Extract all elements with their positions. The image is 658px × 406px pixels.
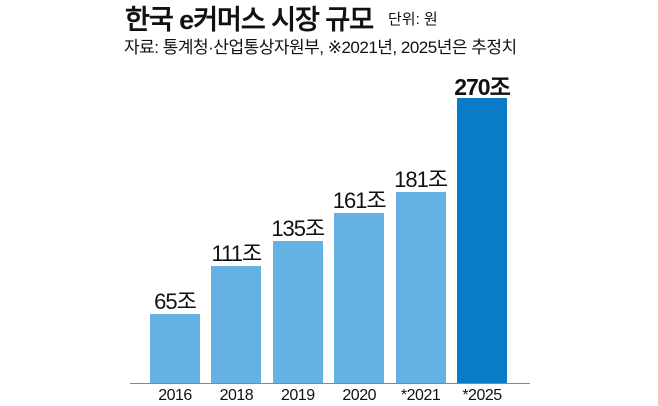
bar-value-label: 135조	[271, 215, 325, 241]
x-tick-label: 2016	[158, 387, 192, 404]
bar-2016	[150, 314, 200, 383]
bar-value-label: 65조	[154, 289, 197, 315]
bar-2021	[395, 191, 446, 383]
x-tick-label: *2021	[400, 387, 441, 404]
x-tick-label: 2018	[219, 387, 254, 404]
bar-2019	[272, 240, 323, 383]
chart-title: 한국 e커머스 시장 규모	[125, 5, 374, 35]
bar-2020	[334, 213, 385, 383]
bar-value-label: 111조	[211, 240, 263, 266]
bar-value-label: 181조	[394, 166, 448, 192]
bar-2018	[211, 265, 262, 383]
x-tick-label: 2020	[342, 387, 376, 404]
source-note: 자료: 통계청·산업통상자원부, ※2021년, 2025년은 추정치	[124, 38, 517, 57]
bar-2025	[457, 98, 507, 383]
x-tick-label: *2025	[462, 387, 502, 404]
bar-value-label: 270조	[454, 74, 511, 100]
x-axis-line	[130, 383, 530, 384]
unit-label: 단위: 원	[388, 11, 438, 28]
x-tick-label: 2019	[281, 387, 315, 404]
bar-value-label: 161조	[332, 188, 387, 214]
